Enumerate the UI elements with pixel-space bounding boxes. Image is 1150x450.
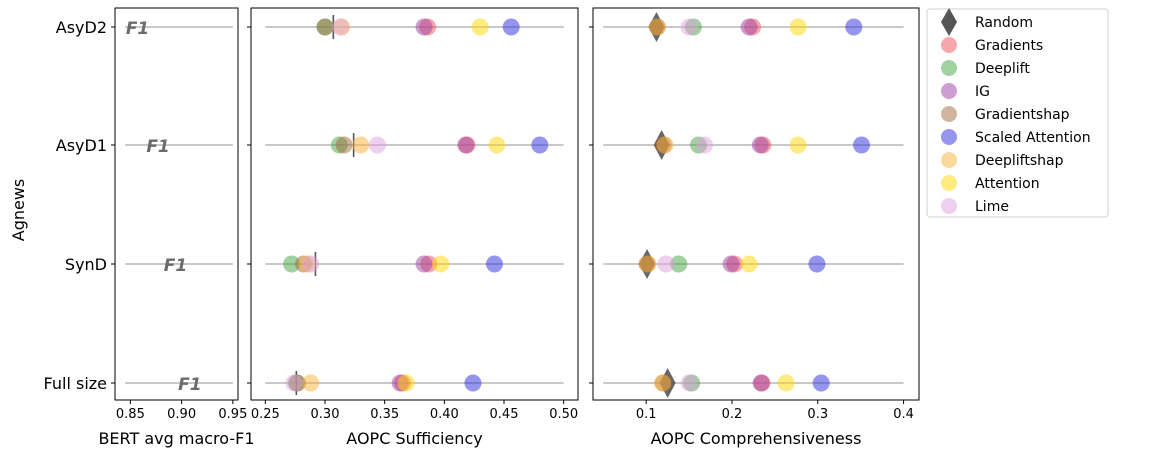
scaled-attention-point-full-size bbox=[464, 374, 482, 392]
legend-label-attention: Attention bbox=[975, 176, 1040, 192]
legend-label-scaled-attention: Scaled Attention bbox=[975, 130, 1091, 146]
deepliftshap-point-asyd1 bbox=[656, 136, 674, 154]
lime-point-synd bbox=[657, 255, 675, 273]
legend-box bbox=[926, 8, 1109, 218]
ig-point-asyd1 bbox=[751, 136, 769, 154]
attention-point-asyd2 bbox=[471, 18, 489, 36]
legend-marker-deepliftshap bbox=[941, 152, 957, 168]
scaled-attention-point-full-size bbox=[812, 374, 830, 392]
x-tick-label: 0.50 bbox=[549, 407, 578, 422]
scaled-attention-point-asyd1 bbox=[531, 136, 549, 154]
legend-marker-deeplift bbox=[941, 60, 957, 76]
ig-point-synd bbox=[415, 255, 433, 273]
lime-point-full-size bbox=[285, 374, 303, 392]
legend-label-gradients: Gradients bbox=[975, 38, 1043, 54]
legend-marker-scaled-attention bbox=[941, 129, 957, 145]
legend-label-lime: Lime bbox=[975, 199, 1009, 215]
x-tick-label: 0.85 bbox=[116, 407, 145, 422]
x-tick-label: 0.2 bbox=[722, 407, 743, 422]
x-tick-label: 0.3 bbox=[807, 407, 828, 422]
ig-point-asyd1 bbox=[457, 136, 475, 154]
row-label-asyd2: AsyD2 bbox=[56, 18, 107, 37]
ig-point-synd bbox=[722, 255, 740, 273]
x-tick-label: 0.4 bbox=[893, 407, 914, 422]
scaled-attention-point-asyd2 bbox=[502, 18, 520, 36]
scaled-attention-point-asyd2 bbox=[845, 18, 863, 36]
f1-point-asyd2: F1 bbox=[126, 19, 149, 39]
legend-label-deeplift: Deeplift bbox=[975, 61, 1030, 77]
ig-point-asyd2 bbox=[740, 18, 758, 36]
legend-label-gradientshap: Gradientshap bbox=[975, 107, 1070, 123]
lime-point-full-size bbox=[680, 374, 698, 392]
x-tick-label: 0.25 bbox=[251, 407, 280, 422]
axes-frame bbox=[592, 7, 920, 401]
attention-point-synd bbox=[740, 255, 758, 273]
x-tick-label: 0.30 bbox=[311, 407, 340, 422]
attention-point-full-size bbox=[397, 374, 415, 392]
deepliftshap-point-asyd1 bbox=[352, 136, 370, 154]
legend-label-deepliftshap: Deepliftshap bbox=[975, 153, 1064, 169]
deepliftshap-point-asyd2 bbox=[648, 18, 666, 36]
scaled-attention-point-asyd1 bbox=[853, 136, 871, 154]
axes-frame bbox=[114, 7, 239, 401]
scaled-attention-point-synd bbox=[485, 255, 503, 273]
x-axis-label: AOPC Comprehensiveness bbox=[651, 429, 862, 448]
lime-point-synd bbox=[302, 255, 320, 273]
scaled-attention-point-synd bbox=[808, 255, 826, 273]
row-label-full-size: Full size bbox=[44, 374, 107, 393]
deepliftshap-point-full-size bbox=[302, 374, 320, 392]
x-tick-label: 0.40 bbox=[430, 407, 459, 422]
x-tick-label: 0.1 bbox=[636, 407, 657, 422]
x-tick-label: 0.90 bbox=[167, 407, 196, 422]
attention-point-full-size bbox=[777, 374, 795, 392]
ig-point-full-size bbox=[752, 374, 770, 392]
deepliftshap-point-full-size bbox=[653, 374, 671, 392]
gradientshap-point-asyd2 bbox=[316, 18, 334, 36]
row-label-synd: SynD bbox=[65, 255, 107, 274]
attention-point-asyd2 bbox=[789, 18, 807, 36]
legend: Random Gradients Deeplift IG Gradientshap Sca… bbox=[926, 8, 1109, 218]
panel-f1: F1 F1 F1 F1 0.85 0.90 0.95 BERT avg macro-F1 bbox=[98, 7, 255, 448]
x-tick-label: 0.45 bbox=[490, 407, 519, 422]
deeplift-point-synd bbox=[670, 255, 688, 273]
f1-point-asyd1: F1 bbox=[146, 137, 169, 157]
legend-marker-lime bbox=[941, 198, 957, 214]
gradientshap-point-asyd1 bbox=[335, 136, 353, 154]
panel-comprehensiveness: 0.1 0.2 0.3 0.4 AOPC Comprehensiveness bbox=[589, 7, 920, 448]
x-axis-label: AOPC Sufficiency bbox=[346, 429, 482, 448]
f1-point-full-size: F1 bbox=[178, 375, 201, 395]
lime-point-asyd1 bbox=[696, 136, 714, 154]
legend-marker-attention bbox=[941, 175, 957, 191]
deepliftshap-point-synd bbox=[639, 255, 657, 273]
row-label-asyd1: AsyD1 bbox=[56, 136, 107, 155]
figure-ylabel: Agnews bbox=[9, 179, 28, 242]
lime-point-asyd2 bbox=[332, 18, 350, 36]
legend-label-random: Random bbox=[975, 15, 1033, 31]
attention-point-asyd1 bbox=[488, 136, 506, 154]
lime-point-asyd2 bbox=[680, 18, 698, 36]
axes-frame bbox=[250, 7, 579, 401]
deeplift-point-synd bbox=[283, 255, 301, 273]
x-tick-label: 0.95 bbox=[218, 407, 247, 422]
attention-point-synd bbox=[432, 255, 450, 273]
ig-point-asyd2 bbox=[415, 18, 433, 36]
f1-point-synd: F1 bbox=[164, 256, 187, 276]
panel-sufficiency: 0.25 0.30 0.35 0.40 0.45 0.50 AOPC Sufficiency bbox=[247, 7, 579, 448]
attention-point-asyd1 bbox=[789, 136, 807, 154]
x-axis-label: BERT avg macro-F1 bbox=[98, 429, 254, 448]
legend-label-ig: IG bbox=[975, 84, 990, 100]
legend-marker-gradientshap bbox=[941, 106, 957, 122]
legend-marker-gradients bbox=[941, 37, 957, 53]
legend-marker-random bbox=[941, 8, 957, 36]
x-tick-label: 0.35 bbox=[370, 407, 399, 422]
row-labels: AsyD2 AsyD1 SynD Full size bbox=[44, 18, 107, 393]
legend-marker-ig bbox=[941, 83, 957, 99]
lime-point-asyd1 bbox=[369, 136, 387, 154]
